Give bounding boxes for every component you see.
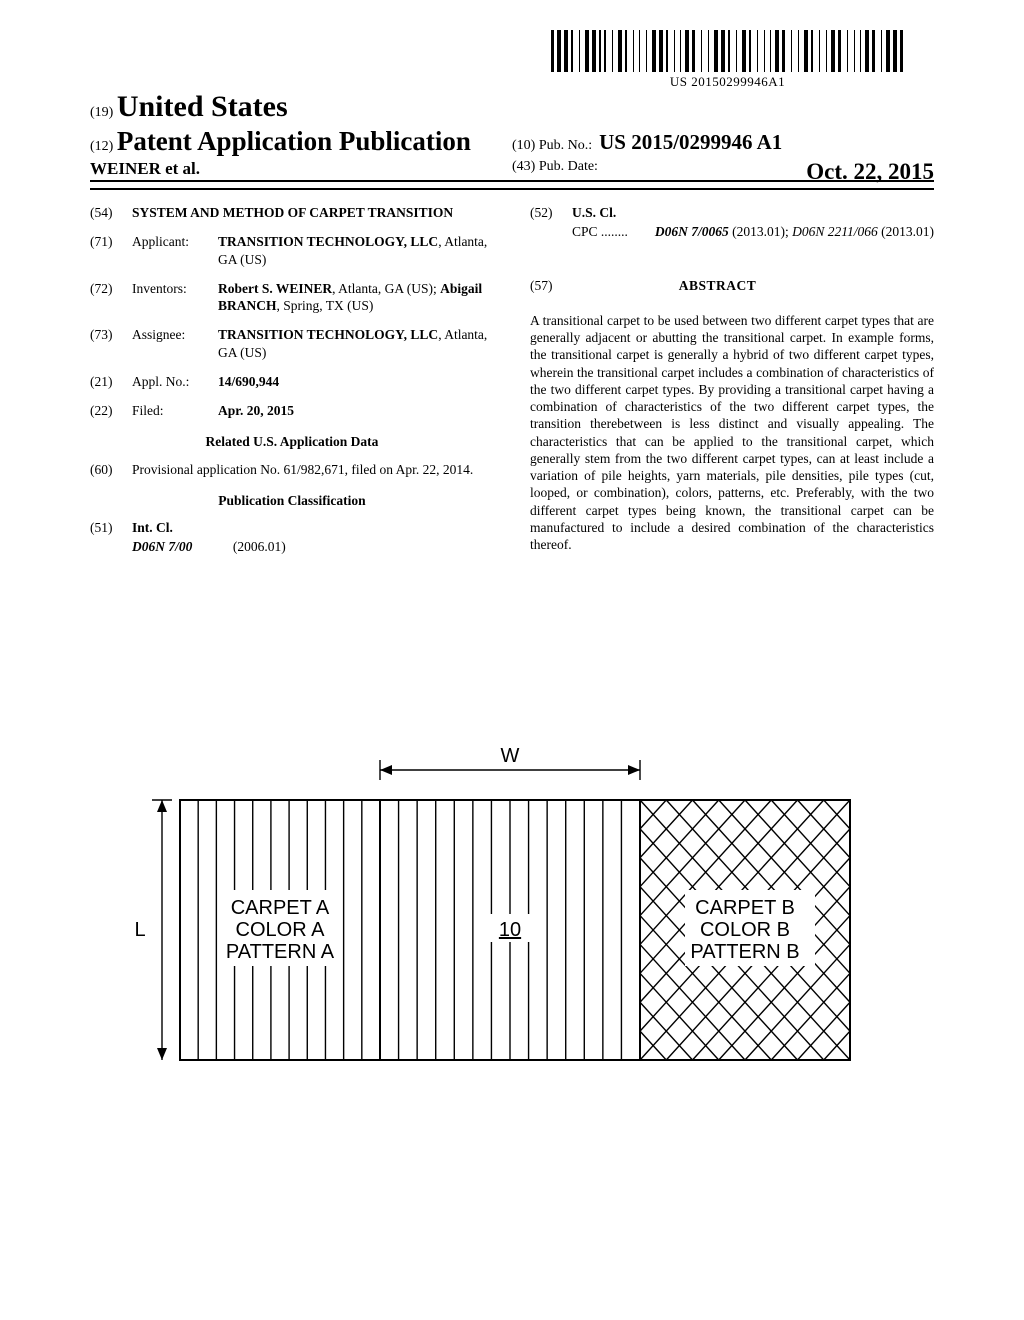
country: United States (117, 90, 288, 123)
pubclass-header: Publication Classification (90, 492, 494, 509)
field-assignee: (73) Assignee: TRANSITION TECHNOLOGY, LL… (90, 326, 494, 361)
filed-date: Apr. 20, 2015 (218, 402, 494, 419)
country-line: (19) United States (90, 90, 495, 124)
assignee-name: TRANSITION TECHNOLOGY, LLC (218, 327, 438, 342)
abstract-text: A transitional carpet to be used between… (530, 312, 934, 554)
left-column: (54) SYSTEM AND METHOD OF CARPET TRANSIT… (90, 204, 494, 568)
inventor-1-loc: , Atlanta, GA (US); (332, 281, 440, 296)
pubdate-label: Pub. Date: (539, 159, 598, 174)
field-cpc: CPC ........ D06N 7/0065 (2013.01); D06N… (530, 223, 934, 240)
inventor-1: Robert S. WEINER (218, 281, 332, 296)
assignee-label: Assignee: (132, 326, 218, 361)
applno-label: Appl. No.: (132, 373, 218, 390)
field-provisional: (60) Provisional application No. 61/982,… (90, 461, 494, 478)
cpc-prefix: CPC ........ (572, 223, 628, 240)
applicant-label: Applicant: (132, 233, 218, 268)
assignee-code: (73) (90, 326, 132, 361)
country-code: (19) (90, 105, 113, 120)
svg-text:L: L (134, 919, 145, 941)
cpc-2-ver: (2013.01) (878, 224, 934, 239)
patent-figure: W L CARPET ACOLOR APATTERN A 10 CARPET BCOLO… (130, 740, 900, 1080)
pubno: US 2015/0299946 A1 (599, 130, 782, 154)
svg-text:COLOR A: COLOR A (236, 919, 326, 941)
figure-svg: W L CARPET ACOLOR APATTERN A 10 CARPET BCOLO… (130, 740, 900, 1080)
applicant-value: TRANSITION TECHNOLOGY, LLC, Atlanta, GA … (218, 233, 494, 268)
cpc-1: D06N 7/0065 (655, 224, 729, 239)
header-right: (10) Pub. No.: US 2015/0299946 A1 (43) P… (512, 90, 934, 185)
spacer (530, 223, 572, 240)
field-applicant: (71) Applicant: TRANSITION TECHNOLOGY, L… (90, 233, 494, 268)
authors: WEINER et al. (90, 159, 495, 179)
field-intcl-value: D06N 7/00 (2006.01) (90, 538, 494, 555)
provisional-code: (60) (90, 461, 132, 478)
applno-code: (21) (90, 373, 132, 390)
barcode-text: US 20150299946A1 (551, 74, 904, 90)
header-rule-top (90, 180, 934, 182)
field-intcl: (51) Int. Cl. (90, 519, 494, 536)
right-column: (52) U.S. Cl. CPC ........ D06N 7/0065 (… (530, 204, 934, 568)
uscl-code: (52) (530, 204, 572, 221)
barcode-block: US 20150299946A1 (551, 30, 904, 90)
header-left: (19) United States (12) Patent Applicati… (90, 90, 495, 179)
title-code: (54) (90, 204, 132, 221)
filed-label: Filed: (132, 402, 218, 419)
intcl-class: D06N 7/00 (132, 539, 192, 554)
abstract-header-line: (57) ABSTRACT (530, 265, 934, 302)
body-columns: (54) SYSTEM AND METHOD OF CARPET TRANSIT… (90, 204, 934, 568)
document-header: (19) United States (12) Patent Applicati… (90, 90, 934, 185)
cpc-1-ver: (2013.01); (729, 224, 792, 239)
assignee-value: TRANSITION TECHNOLOGY, LLC, Atlanta, GA … (218, 326, 494, 361)
inventors-code: (72) (90, 280, 132, 315)
pubno-code: (10) (512, 138, 535, 153)
svg-text:COLOR B: COLOR B (700, 919, 790, 941)
title: SYSTEM AND METHOD OF CARPET TRANSITION (132, 204, 494, 221)
inventors-label: Inventors: (132, 280, 218, 315)
spacer (90, 538, 132, 555)
related-header: Related U.S. Application Data (90, 433, 494, 450)
field-uscl: (52) U.S. Cl. (530, 204, 934, 221)
inventor-2-loc: , Spring, TX (US) (277, 298, 374, 313)
applicant-code: (71) (90, 233, 132, 268)
pubno-line: (10) Pub. No.: US 2015/0299946 A1 (512, 130, 934, 155)
pubdate-code: (43) (512, 159, 535, 174)
field-filed: (22) Filed: Apr. 20, 2015 (90, 402, 494, 419)
applicant-name: TRANSITION TECHNOLOGY, LLC (218, 234, 438, 249)
filed-code: (22) (90, 402, 132, 419)
cpc-2: D06N 2211/066 (792, 224, 878, 239)
abstract-label: ABSTRACT (556, 277, 879, 294)
intcl-label: Int. Cl. (132, 519, 494, 536)
svg-text:PATTERN A: PATTERN A (226, 941, 335, 963)
uscl-label: U.S. Cl. (572, 204, 934, 221)
barcode (551, 30, 904, 72)
abstract-code: (57) (530, 278, 553, 293)
cpc-value: CPC ........ D06N 7/0065 (2013.01); D06N… (572, 223, 934, 240)
header-rule-bottom (90, 188, 934, 190)
svg-text:10: 10 (499, 919, 521, 941)
provisional-text: Provisional application No. 61/982,671, … (132, 461, 494, 478)
svg-text:CARPET A: CARPET A (231, 897, 330, 919)
field-title: (54) SYSTEM AND METHOD OF CARPET TRANSIT… (90, 204, 494, 221)
intcl-version: (2006.01) (233, 539, 286, 554)
intcl-value: D06N 7/00 (2006.01) (132, 538, 494, 555)
field-applno: (21) Appl. No.: 14/690,944 (90, 373, 494, 390)
pub-title-line: (12) Patent Application Publication (90, 126, 495, 157)
abstract-block: (57) ABSTRACT A transitional carpet to b… (530, 265, 934, 554)
svg-text:PATTERN B: PATTERN B (690, 941, 799, 963)
pub-type-code: (12) (90, 139, 113, 154)
svg-text:CARPET B: CARPET B (695, 897, 795, 919)
intcl-code: (51) (90, 519, 132, 536)
pubno-label: Pub. No.: (539, 138, 592, 153)
pubdate-line: (43) Pub. Date: Oct. 22, 2015 (512, 159, 934, 175)
pub-type: Patent Application Publication (117, 126, 471, 156)
svg-text:W: W (501, 745, 520, 767)
applno: 14/690,944 (218, 373, 494, 390)
inventors-value: Robert S. WEINER, Atlanta, GA (US); Abig… (218, 280, 494, 315)
field-inventors: (72) Inventors: Robert S. WEINER, Atlant… (90, 280, 494, 315)
